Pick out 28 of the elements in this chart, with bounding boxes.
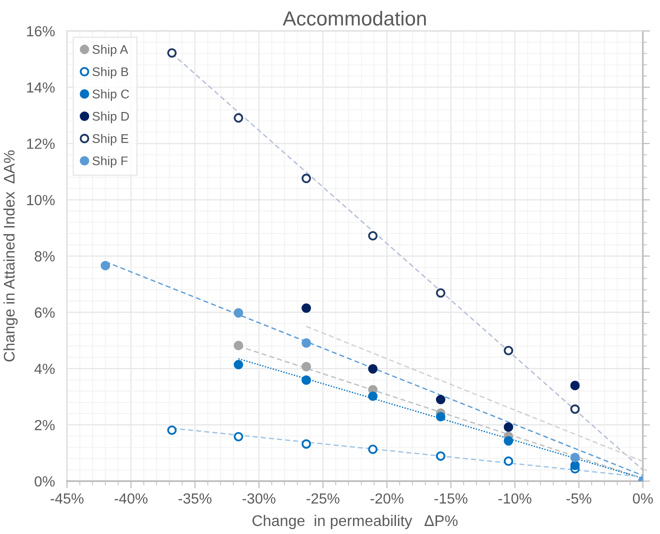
legend-label: Ship B <box>92 67 128 79</box>
y-tick-label: 14% <box>27 82 55 93</box>
x-tick-label: -30% <box>242 493 276 504</box>
x-tick-label: -15% <box>434 493 468 504</box>
x-tick-label: -35% <box>178 493 212 504</box>
y-tick-label: 12% <box>27 138 55 149</box>
chart-title: Accommodation <box>282 10 426 26</box>
x-tick-label: 0% <box>632 493 653 504</box>
y-tick-label: 4% <box>34 364 55 374</box>
x-axis-title: Change in permeability ΔP% <box>252 514 458 530</box>
x-tick-label: -25% <box>306 493 340 504</box>
legend-label: Ship C <box>92 89 130 101</box>
y-tick-label: 8% <box>34 251 55 262</box>
x-tick-label: -10% <box>498 493 532 504</box>
x-tick-label: -20% <box>370 493 404 504</box>
x-tick-label: -5% <box>566 493 592 504</box>
legend-label: Ship D <box>92 112 129 124</box>
x-tick-label: -45% <box>50 493 84 504</box>
y-tick-label: 0% <box>34 476 55 487</box>
y-tick-label: 6% <box>34 307 55 318</box>
y-tick-label: 10% <box>27 194 55 206</box>
legend-label: Ship F <box>92 156 128 168</box>
y-tick-label: 2% <box>34 420 55 430</box>
y-tick-label: 16% <box>27 26 55 36</box>
x-tick-label: -40% <box>114 493 148 504</box>
legend-label: Ship E <box>92 134 128 146</box>
legend-label: Ship A <box>92 44 128 56</box>
y-axis-title: Change in Attained Index ΔA% <box>3 150 18 362</box>
